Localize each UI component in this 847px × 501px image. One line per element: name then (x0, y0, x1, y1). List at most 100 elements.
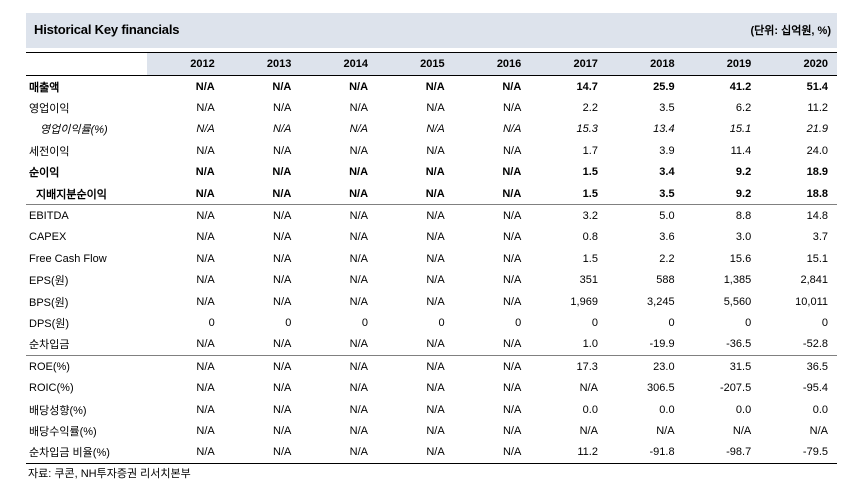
row-label: 영업이익 (26, 97, 148, 119)
value-cell: N/A (196, 338, 215, 351)
value-cell: 8.8 (683, 204, 761, 227)
row-label: ROIC(%) (26, 377, 148, 399)
value-cell: -52.8 (802, 338, 828, 351)
value-cell: N/A (196, 102, 215, 115)
value-cell: N/A (579, 382, 598, 395)
value-cell: N/A (502, 382, 522, 395)
value-cell: N/A (502, 274, 522, 287)
value-cell: 0 (438, 316, 445, 329)
value-cell: 0 (208, 316, 215, 329)
value-cell: 17.3 (530, 355, 607, 378)
table-row: 지배지분순이익 N/A N/A N/A N/A N/A 1.5 3.5 9.2 18.8 (26, 182, 837, 205)
row-label: CAPEX (26, 226, 148, 249)
value-cell: N/A (425, 80, 445, 93)
value-cell: N/A (147, 355, 224, 378)
year-header-row: 2012 2013 2014 2015 2016 2017 2018 2019 … (26, 52, 837, 76)
row-label: ROE(%) (26, 355, 148, 378)
value-cell: 15.1 (806, 252, 828, 265)
value-cell: N/A (273, 252, 292, 265)
value-cell: 3.7 (812, 231, 828, 244)
financials-table: 2012 2013 2014 2015 2016 2017 2018 2019 … (26, 52, 837, 465)
value-cell: 36.5 (760, 355, 837, 378)
value-cell: 0 (668, 316, 675, 329)
value-cell: 3,245 (647, 295, 675, 308)
value-cell: N/A (273, 231, 292, 244)
row-label: 지배지분순이익 (26, 182, 148, 205)
title-bar: Historical Key financials (단위: 십억원, %) (26, 13, 837, 48)
value-cell: 3.2 (530, 204, 607, 227)
value-cell: N/A (502, 403, 522, 416)
value-cell: 3.5 (659, 187, 675, 200)
unit-label: (단위: 십억원, %) (750, 25, 831, 37)
value-cell: N/A (349, 166, 369, 179)
value-cell: N/A (147, 441, 224, 465)
value-cell: N/A (273, 338, 292, 351)
value-cell: 0 (745, 316, 752, 329)
row-label: 순이익 (26, 161, 148, 183)
value-cell: N/A (656, 424, 675, 437)
value-cell: 3.9 (659, 144, 675, 157)
value-cell: N/A (809, 424, 828, 437)
value-cell: N/A (502, 123, 522, 136)
value-cell: N/A (195, 166, 215, 179)
table-row: 배당수익률(%) N/A N/A N/A N/A N/A N/A N/A N/A N/A (26, 420, 837, 442)
table-row: EBITDA N/A N/A N/A N/A N/A 3.2 5.0 8.8 14.8 (26, 204, 837, 227)
value-cell: 14.8 (760, 204, 837, 227)
value-cell: -95.4 (802, 382, 828, 395)
value-cell: 1.5 (582, 252, 598, 265)
value-cell: 31.5 (683, 355, 761, 378)
value-cell: N/A (426, 144, 445, 157)
value-cell: N/A (349, 382, 369, 395)
table-row: DPS(원) 0 0 0 0 0 0 0 0 0 (26, 312, 837, 334)
value-cell: 11.2 (530, 441, 607, 465)
value-cell: N/A (273, 123, 292, 136)
value-cell: 51.4 (806, 80, 828, 93)
value-cell: 0 (515, 316, 522, 329)
value-cell: 2.2 (659, 252, 675, 265)
value-cell: 9.2 (735, 187, 752, 200)
source-note: 자료: 쿠콘, NH투자증권 리서치본부 (28, 468, 191, 480)
value-cell: 15.3 (576, 123, 598, 136)
value-cell: N/A (426, 252, 445, 265)
value-cell: N/A (349, 187, 369, 200)
year-header: 2012 (147, 52, 224, 76)
value-cell: N/A (349, 295, 369, 308)
value-cell: 15.6 (729, 252, 752, 265)
value-cell: 11.2 (807, 102, 828, 115)
row-label: Free Cash Flow (26, 248, 148, 270)
value-cell: N/A (502, 231, 522, 244)
value-cell: N/A (425, 166, 445, 179)
value-cell: N/A (349, 123, 369, 136)
value-cell: N/A (196, 424, 215, 437)
value-cell: N/A (453, 441, 531, 465)
row-label: DPS(원) (26, 312, 148, 334)
value-cell: N/A (453, 355, 531, 378)
value-cell: 1.0 (582, 338, 598, 351)
year-header: 2013 (223, 52, 301, 76)
value-cell: 0 (285, 316, 292, 329)
value-cell: N/A (273, 102, 292, 115)
table-row: ROIC(%) N/A N/A N/A N/A N/A N/A 306.5 -207.5 -95.… (26, 377, 837, 399)
value-cell: N/A (502, 102, 522, 115)
value-cell: 2.2 (582, 102, 598, 115)
value-cell: N/A (426, 231, 445, 244)
value-cell: N/A (579, 424, 598, 437)
value-cell: 18.9 (806, 166, 828, 179)
value-cell: 2,841 (800, 274, 828, 287)
value-cell: N/A (273, 144, 292, 157)
value-cell: N/A (272, 166, 292, 179)
value-cell: N/A (502, 338, 522, 351)
value-cell: 1,385 (723, 274, 752, 287)
table-row: 순이익 N/A N/A N/A N/A N/A 1.5 3.4 9.2 18.9 (26, 161, 837, 183)
table-row: EPS(원) N/A N/A N/A N/A N/A 351 588 1,385 2,841 (26, 269, 837, 291)
value-cell: N/A (426, 274, 445, 287)
value-cell: -79.5 (760, 441, 837, 465)
value-cell: 21.9 (806, 123, 828, 136)
value-cell: N/A (273, 403, 292, 416)
value-cell: -19.9 (649, 338, 675, 351)
value-cell: N/A (502, 166, 522, 179)
value-cell: N/A (502, 295, 522, 308)
value-cell: N/A (377, 204, 454, 227)
value-cell: N/A (147, 204, 224, 227)
value-cell: N/A (426, 295, 445, 308)
